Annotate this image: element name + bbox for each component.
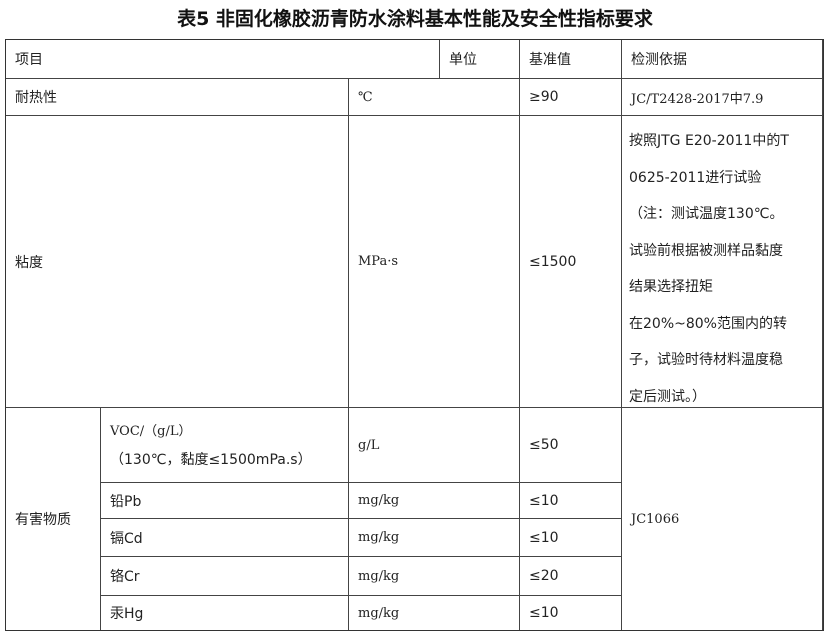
header-item: 项目	[5, 39, 440, 79]
header-basis: 检测依据	[621, 39, 823, 79]
row-unit: MPa·s	[348, 115, 520, 408]
hazard-item: 铅Pb	[100, 482, 349, 519]
hazard-group: 有害物质	[5, 407, 101, 631]
basis-line: 在20%~80%范围内的转	[629, 315, 787, 332]
header-value: 基准值	[519, 39, 622, 79]
hazard-value: ≤20	[519, 556, 622, 596]
basis-line: 结果选择扭矩	[629, 279, 713, 295]
row-item: 耐热性	[5, 78, 349, 116]
hazard-unit: mg/kg	[348, 518, 520, 557]
basis-line: 子，试验时待材料温度稳	[629, 352, 783, 368]
row-value: ≤1500	[519, 115, 622, 408]
hazard-item: 镉Cd	[100, 518, 349, 557]
row-basis: JC/T2428-2017中7.9	[621, 78, 823, 116]
table-title: 表5 非固化橡胶沥青防水涂料基本性能及安全性指标要求	[177, 8, 653, 30]
basis-line: 定后测试。）	[629, 388, 706, 405]
row-value: ≥90	[519, 78, 622, 116]
voc-line: VOC/（g/L）	[110, 424, 192, 439]
header-unit: 单位	[439, 39, 520, 79]
hazard-value: ≤10	[519, 595, 622, 631]
hazard-unit: g/L	[348, 407, 520, 483]
hazard-unit: mg/kg	[348, 482, 520, 519]
basis-line: 按照JTG E20-2011中的T	[629, 133, 789, 149]
hazard-value: ≤50	[519, 407, 622, 483]
row-basis: 按照JTG E20-2011中的T 0625-2011进行试验 （注：测试温度1…	[621, 115, 823, 408]
hazard-value: ≤10	[519, 518, 622, 557]
basis-line: 0625-2011进行试验	[629, 169, 762, 186]
basis-line: 试验前根据被测样品黏度	[629, 242, 783, 259]
hazard-unit: mg/kg	[348, 556, 520, 596]
hazard-item: 铬Cr	[100, 556, 349, 596]
hazard-unit: mg/kg	[348, 595, 520, 631]
basis-line: （注：测试温度130℃。	[629, 206, 784, 222]
row-unit: ℃	[348, 78, 520, 116]
row-item: 粘度	[5, 115, 349, 408]
hazard-item: 汞Hg	[100, 595, 349, 631]
hazard-value: ≤10	[519, 482, 622, 519]
hazard-basis: JC1066	[621, 407, 823, 631]
voc-line: （130℃，黏度≤1500mPa.s）	[110, 452, 312, 468]
hazard-item-voc: VOC/（g/L） （130℃，黏度≤1500mPa.s）	[100, 407, 349, 483]
